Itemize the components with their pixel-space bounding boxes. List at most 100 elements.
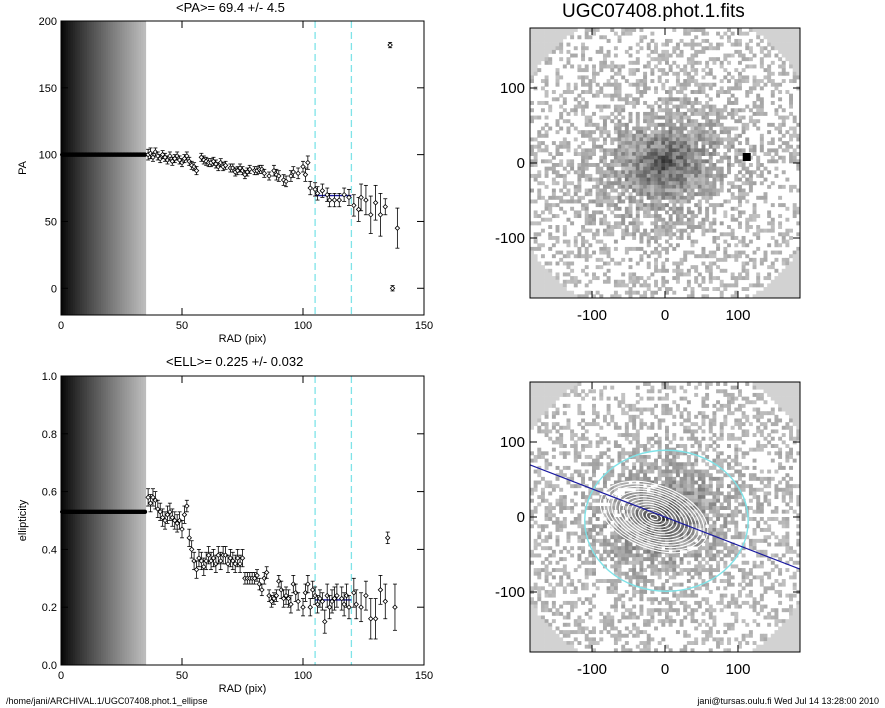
image-pixel — [679, 155, 684, 160]
inner-shading-band — [122, 376, 125, 665]
inner-shading-band — [86, 376, 90, 665]
image-pixel — [712, 130, 717, 135]
image-pixel — [719, 111, 724, 116]
image-pixel — [581, 535, 586, 540]
data-point — [225, 561, 231, 567]
image-pixel — [533, 60, 538, 65]
image-pixel — [701, 122, 706, 127]
image-pixel — [672, 221, 677, 226]
image-pixel — [792, 119, 797, 124]
image-pixel — [716, 235, 721, 240]
image-pixel — [599, 195, 604, 200]
image-pixel — [741, 53, 746, 58]
image-pixel — [632, 235, 637, 240]
image-pixel — [654, 57, 659, 62]
image-pixel — [610, 257, 615, 262]
inner-shading-band — [143, 376, 147, 665]
image-pixel — [701, 276, 706, 281]
image-pixel — [679, 38, 684, 43]
image-pixel — [570, 294, 575, 298]
image-pixel — [675, 126, 680, 131]
image-pixel — [778, 28, 783, 32]
image-pixel — [544, 630, 549, 635]
image-pixel — [555, 68, 560, 73]
image-pixel — [555, 261, 560, 266]
image-pixel — [540, 568, 545, 573]
image-pixel — [588, 495, 593, 500]
image-pixel — [530, 641, 534, 646]
image-pixel — [654, 155, 659, 160]
image-pixel — [551, 641, 556, 646]
image-pixel — [530, 57, 534, 62]
image-pixel — [756, 35, 761, 40]
image-pixel — [763, 46, 768, 51]
image-pixel — [767, 283, 772, 288]
image-pixel — [566, 465, 571, 470]
image-pixel — [544, 279, 549, 284]
image-pixel — [716, 111, 721, 116]
image-pixel — [530, 294, 534, 298]
image-pixel — [694, 79, 699, 84]
image-pixel — [544, 294, 549, 298]
image-pixel — [690, 42, 695, 47]
image-pixel — [562, 389, 567, 394]
inner-shading-band — [91, 376, 95, 665]
image-pixel — [686, 195, 691, 200]
image-pixel — [584, 290, 589, 295]
image-pixel — [555, 38, 560, 43]
image-pixel — [530, 403, 534, 408]
image-pixel — [796, 68, 800, 73]
image-pixel — [734, 279, 739, 284]
image-pixel — [778, 115, 783, 120]
image-pixel — [632, 100, 637, 105]
image-pixel — [540, 454, 545, 459]
image-pixel — [675, 82, 680, 87]
image-pixel — [748, 90, 753, 94]
image-pixel — [595, 641, 600, 646]
image-pixel — [748, 188, 753, 193]
image-pixel — [745, 276, 750, 281]
image-pixel — [544, 283, 549, 288]
image-pixel — [770, 155, 775, 160]
image-pixel — [646, 137, 651, 142]
image-pixel — [533, 568, 538, 573]
image-pixel — [628, 141, 633, 146]
image-pixel — [602, 130, 607, 135]
image-pixel — [654, 46, 659, 51]
image-pixel — [606, 487, 611, 492]
image-pixel — [686, 79, 691, 84]
image-pixel — [759, 163, 764, 167]
image-pixel — [697, 170, 702, 175]
image-pixel — [602, 535, 607, 540]
image-pixel — [741, 188, 746, 193]
image-pixel — [635, 261, 640, 266]
image-pixel — [595, 414, 600, 419]
image-pixel — [639, 46, 644, 51]
image-pixel — [708, 152, 713, 157]
data-point — [193, 167, 200, 174]
image-pixel — [668, 119, 673, 124]
image-pixel — [533, 163, 538, 167]
image-pixel — [628, 137, 633, 142]
image-pixel — [665, 246, 669, 251]
image-pixel — [635, 221, 640, 226]
image-pixel — [544, 90, 549, 94]
image-pixel — [588, 86, 593, 91]
image-pixel — [624, 144, 629, 149]
image-pixel — [785, 290, 790, 295]
image-pixel — [665, 188, 669, 193]
image-pixel — [632, 276, 637, 281]
image-pixel — [716, 243, 721, 248]
image-pixel — [533, 396, 538, 401]
image-pixel — [632, 159, 637, 164]
image-pixel — [675, 279, 680, 284]
image-pixel — [737, 254, 742, 259]
image-pixel — [796, 38, 800, 43]
image-pixel — [551, 575, 556, 580]
image-pixel — [781, 141, 786, 146]
image-pixel — [581, 90, 586, 94]
image-pixel — [708, 46, 713, 51]
image-pixel — [643, 648, 648, 652]
image-pixel — [770, 228, 775, 233]
image-pixel — [730, 272, 735, 277]
